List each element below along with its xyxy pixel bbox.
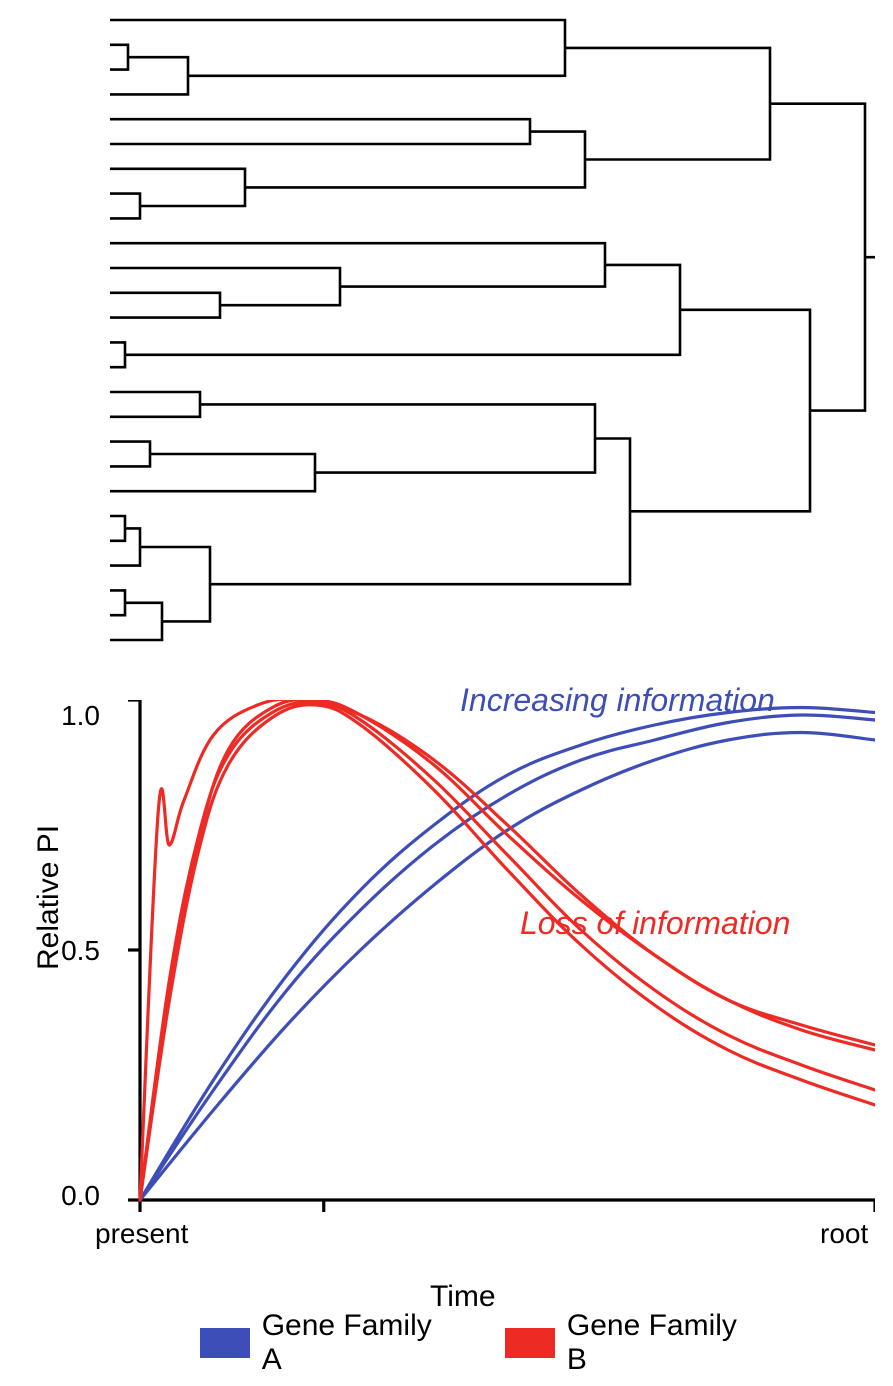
xtick-present: present [95, 1218, 188, 1250]
xtick-root: root [820, 1218, 868, 1250]
dendrogram [110, 10, 875, 650]
ytick-1.0: 1.0 [52, 700, 100, 732]
legend-swatch-a [200, 1328, 250, 1358]
legend-label-a: Gene Family A [262, 1309, 458, 1377]
annotation-loss: Loss of information [520, 905, 790, 942]
legend: Gene Family A Gene Family B [200, 1320, 800, 1365]
y-axis-title: Relative PI [32, 825, 66, 970]
annotation-increasing: Increasing information [460, 682, 775, 719]
pi-chart [80, 700, 875, 1240]
legend-label-b: Gene Family B [567, 1309, 764, 1377]
legend-swatch-b [505, 1328, 555, 1358]
ytick-0.0: 0.0 [52, 1180, 100, 1212]
